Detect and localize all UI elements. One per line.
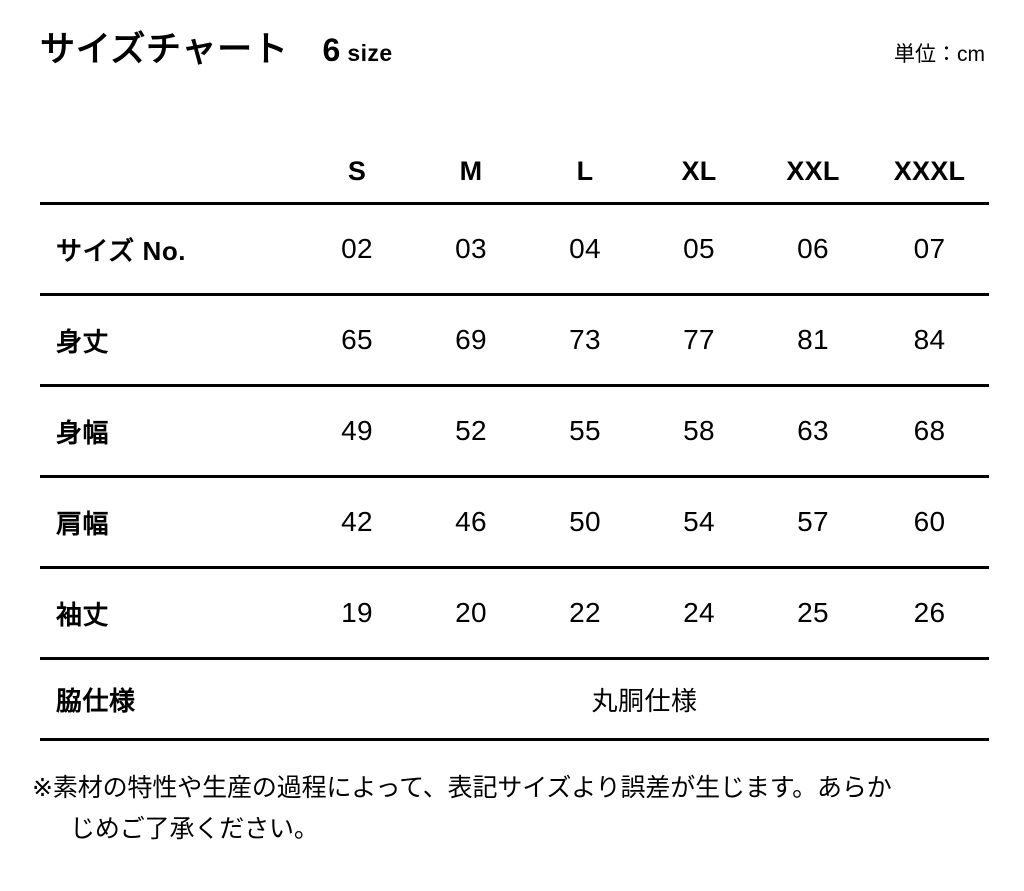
- cell-value: 55: [528, 384, 642, 477]
- cell-value: 42: [300, 475, 414, 568]
- row-label: サイズ No.: [40, 202, 300, 295]
- row-label: 肩幅: [40, 475, 300, 568]
- unit-label: 単位：cm: [894, 43, 985, 66]
- cell-value: 77: [642, 293, 756, 386]
- cell-value: 63: [756, 384, 870, 477]
- cell-value: 68: [870, 384, 989, 477]
- cell-value: 84: [870, 293, 989, 386]
- table-row: 身幅 49 52 55 58 63 68: [40, 384, 989, 477]
- cell-value: 04: [528, 202, 642, 295]
- cell-value: 07: [870, 202, 989, 295]
- cell-value: 19: [300, 566, 414, 659]
- table-row: 袖丈 19 20 22 24 25 26: [40, 566, 989, 659]
- footnote-line-2: じめご了承ください。: [70, 814, 319, 843]
- row-label: 袖丈: [40, 566, 300, 659]
- row-label: 身丈: [40, 293, 300, 386]
- footnote: ※素材の特性や生産の過程によって、表記サイズより誤差が生じます。あらか じめご了…: [32, 768, 992, 849]
- table-row: サイズ No. 02 03 04 05 06 07: [40, 202, 989, 295]
- cell-value: 05: [642, 202, 756, 295]
- title-group: サイズチャート 6 size: [40, 32, 393, 67]
- table-row-spec: 脇仕様 丸胴仕様: [40, 657, 989, 741]
- cell-value: 54: [642, 475, 756, 568]
- chart-header: サイズチャート 6 size 単位：cm: [40, 32, 985, 84]
- cell-value: 02: [300, 202, 414, 295]
- row-label: 身幅: [40, 384, 300, 477]
- cell-value: 06: [756, 202, 870, 295]
- header-size-l: L: [576, 155, 594, 186]
- cell-value: 58: [642, 384, 756, 477]
- row-label: 脇仕様: [40, 657, 300, 741]
- cell-value: 73: [528, 293, 642, 386]
- header-size-xxxl: XXXL: [893, 155, 966, 186]
- cell-value: 24: [642, 566, 756, 659]
- table-row: 身丈 65 69 73 77 81 84: [40, 293, 989, 386]
- size-word: size: [347, 40, 393, 66]
- cell-value: 81: [756, 293, 870, 386]
- cell-value: 49: [300, 384, 414, 477]
- cell-value: 20: [414, 566, 528, 659]
- header-size-xxl: XXL: [786, 155, 840, 186]
- cell-value: 26: [870, 566, 989, 659]
- spec-value: 丸胴仕様: [300, 657, 989, 741]
- cell-value: 03: [414, 202, 528, 295]
- header-size-s: S: [347, 155, 367, 186]
- page-title: サイズチャート: [40, 30, 289, 69]
- cell-value: 57: [756, 475, 870, 568]
- table-header-row: S M L XL XXL XXXL: [40, 140, 989, 204]
- cell-value: 52: [414, 384, 528, 477]
- cell-value: 46: [414, 475, 528, 568]
- table-row: 肩幅 42 46 50 54 57 60: [40, 475, 989, 568]
- cell-value: 22: [528, 566, 642, 659]
- header-size-xl: XL: [681, 155, 717, 186]
- footnote-line-1: ※素材の特性や生産の過程によって、表記サイズより誤差が生じます。あらか: [32, 774, 892, 802]
- cell-value: 69: [414, 293, 528, 386]
- header-label-cell: [40, 140, 300, 204]
- size-chart-table: S M L XL XXL XXXL サイズ No. 02 03 04 05 06…: [40, 140, 989, 741]
- cell-value: 60: [870, 475, 989, 568]
- cell-value: 65: [300, 293, 414, 386]
- cell-value: 50: [528, 475, 642, 568]
- size-count: 6: [322, 32, 341, 68]
- cell-value: 25: [756, 566, 870, 659]
- header-size-m: M: [459, 155, 483, 186]
